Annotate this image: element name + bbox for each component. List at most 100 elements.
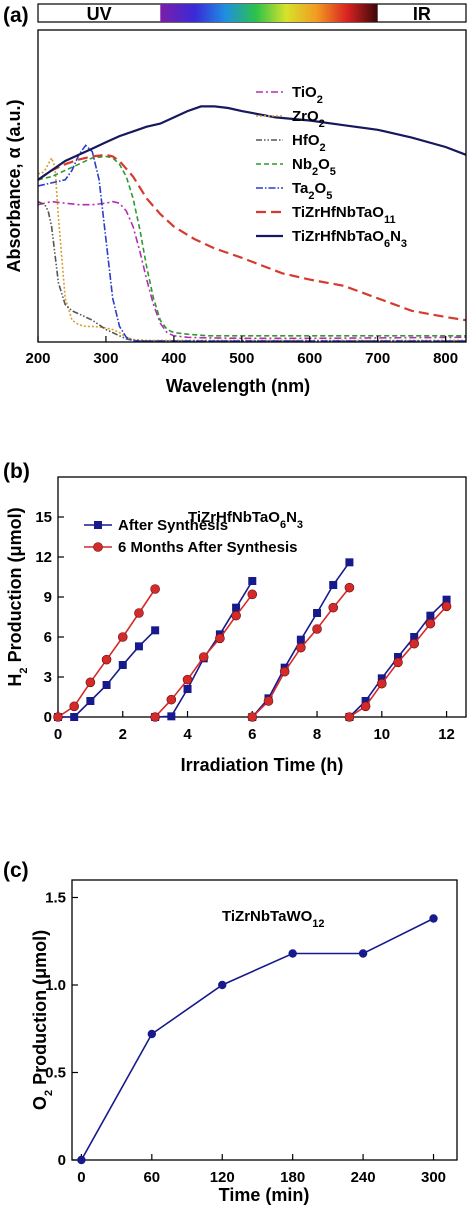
o2-production-panel: (c) 0 60 120 180 240 300 0 0.5 1.0 1.5 Time (min)… (3, 859, 458, 1205)
h2-production-panel: (b) 0 2 4 6 8 10 12 0 3 6 9 12 15 Irradiation Time (… (3, 460, 467, 775)
series-line-a (38, 155, 466, 342)
data-point-circle (344, 582, 355, 593)
data-point-square (394, 653, 402, 661)
data-point-circle (198, 652, 209, 662)
data-point-circle (441, 601, 452, 612)
y-tick-label-c: 1.0 (45, 977, 66, 994)
x-axis-title-b: Irradiation Time (h) (181, 755, 344, 775)
data-point-circle (377, 678, 387, 689)
y-tick-label-c: 0.5 (45, 1065, 66, 1082)
y-tick-label-b: 9 (44, 589, 52, 606)
sample-label-b: TiZrHfNbTaO6N3 (188, 509, 303, 531)
data-point-circle (358, 949, 368, 958)
x-tick-label-b: 0 (54, 726, 62, 743)
x-tick-label-c: 60 (143, 1169, 160, 1186)
y-axis-title-c: O2 Production (μmol) (30, 930, 55, 1110)
legend-label-a: HfO2 (292, 132, 326, 154)
data-point-square (134, 642, 143, 651)
data-point-circle (53, 712, 63, 722)
x-tick-label-a: 300 (93, 350, 118, 367)
data-point-circle (150, 712, 160, 722)
data-point-circle (85, 677, 96, 688)
data-point-circle (247, 712, 258, 722)
data-point-square (345, 558, 354, 567)
absorbance-panel: (a) UV IR 200 300 400 500 600 700 800 Waveleng… (3, 3, 467, 396)
x-tick-label-b: 6 (248, 726, 256, 743)
legend-label-a: TiO2 (292, 84, 323, 106)
axis-ticks-b: 0 2 4 6 8 10 12 0 3 6 9 12 15 (35, 509, 455, 743)
data-point-circle (182, 674, 193, 685)
data-point-circle (288, 949, 297, 958)
data-point-square (426, 611, 435, 620)
data-point-square (410, 633, 419, 641)
data-point-circle (360, 701, 371, 712)
legend-label-a: Nb2O5 (292, 156, 336, 178)
y-axis-title-b: H2 Production (μmol) (5, 507, 30, 686)
data-point-circle (409, 638, 419, 649)
visible-spectrum-gradient (160, 4, 378, 22)
legend-label-b: 6 Months After Synthesis (118, 539, 297, 556)
data-point-circle (263, 696, 274, 706)
y-tick-label-c: 0 (58, 1152, 66, 1169)
data-point-square (118, 661, 127, 669)
series-line-a (38, 200, 466, 340)
data-point-square (329, 581, 338, 589)
y-tick-label-b: 3 (44, 669, 52, 686)
y-tick-label-b: 12 (35, 549, 52, 566)
legend-b: After Synthesis 6 Months After Synthesis (84, 517, 297, 556)
panel-label-b: (b) (3, 460, 30, 483)
legend-label-a: ZrO2 (292, 108, 325, 130)
series-line-a (38, 105, 466, 181)
data-point-circle (101, 654, 112, 665)
data-point-square (442, 595, 451, 604)
data-point-square (183, 685, 192, 693)
data-point-circle (328, 602, 339, 613)
data-point-circle (429, 914, 438, 923)
uv-region-label: UV (87, 4, 112, 24)
plot-frame-c (71, 879, 458, 1161)
ir-region-label: IR (413, 4, 431, 24)
x-tick-label-a: 500 (229, 350, 254, 367)
x-tick-label-c: 0 (77, 1169, 85, 1186)
o2-series (77, 914, 438, 1165)
data-point-circle (279, 666, 290, 677)
data-point-circle (166, 694, 177, 705)
panel-label-c: (c) (3, 859, 29, 882)
sample-label-c: TiZrNbTaWO12 (222, 908, 325, 930)
y-tick-label-b: 15 (35, 509, 52, 526)
x-tick-label-a: 200 (25, 350, 50, 367)
data-point-square (151, 626, 160, 635)
data-point-circle (134, 608, 144, 618)
data-point-circle (218, 980, 227, 990)
series-line-a (38, 153, 466, 322)
absorbance-curves (38, 105, 466, 342)
x-tick-label-b: 12 (438, 726, 455, 743)
data-point-square (377, 674, 386, 683)
y-tick-label-b: 0 (44, 709, 52, 726)
data-point-circle (393, 657, 403, 668)
data-point-square (70, 713, 79, 721)
legend-marker-circle (93, 542, 103, 552)
data-point-square (232, 603, 241, 612)
data-point-square (86, 697, 95, 705)
data-point-circle (312, 624, 322, 634)
x-tick-label-c: 240 (351, 1169, 376, 1186)
legend-a: TiO2ZrO2HfO2Nb2O5Ta2O5TiZrHfNbTaO11TiZrH… (256, 84, 407, 250)
data-point-circle (69, 701, 79, 712)
series-line-a (38, 155, 466, 337)
data-point-circle (77, 1155, 86, 1165)
data-point-square (313, 609, 322, 617)
data-point-circle (117, 632, 128, 642)
data-point-circle (231, 610, 241, 621)
data-point-circle (247, 589, 258, 600)
x-tick-label-c: 180 (280, 1169, 305, 1186)
series-line-a (38, 200, 466, 342)
axis-ticks-c: 0 60 120 180 240 300 0 0.5 1.0 1.5 (45, 890, 446, 1187)
x-tick-label-c: 300 (421, 1169, 446, 1186)
legend-label-a: TiZrHfNbTaO6N3 (292, 228, 407, 250)
data-point-square (102, 681, 111, 689)
x-tick-label-a: 700 (365, 350, 390, 367)
data-point-square (296, 635, 305, 644)
x-tick-label-a: 800 (433, 350, 458, 367)
